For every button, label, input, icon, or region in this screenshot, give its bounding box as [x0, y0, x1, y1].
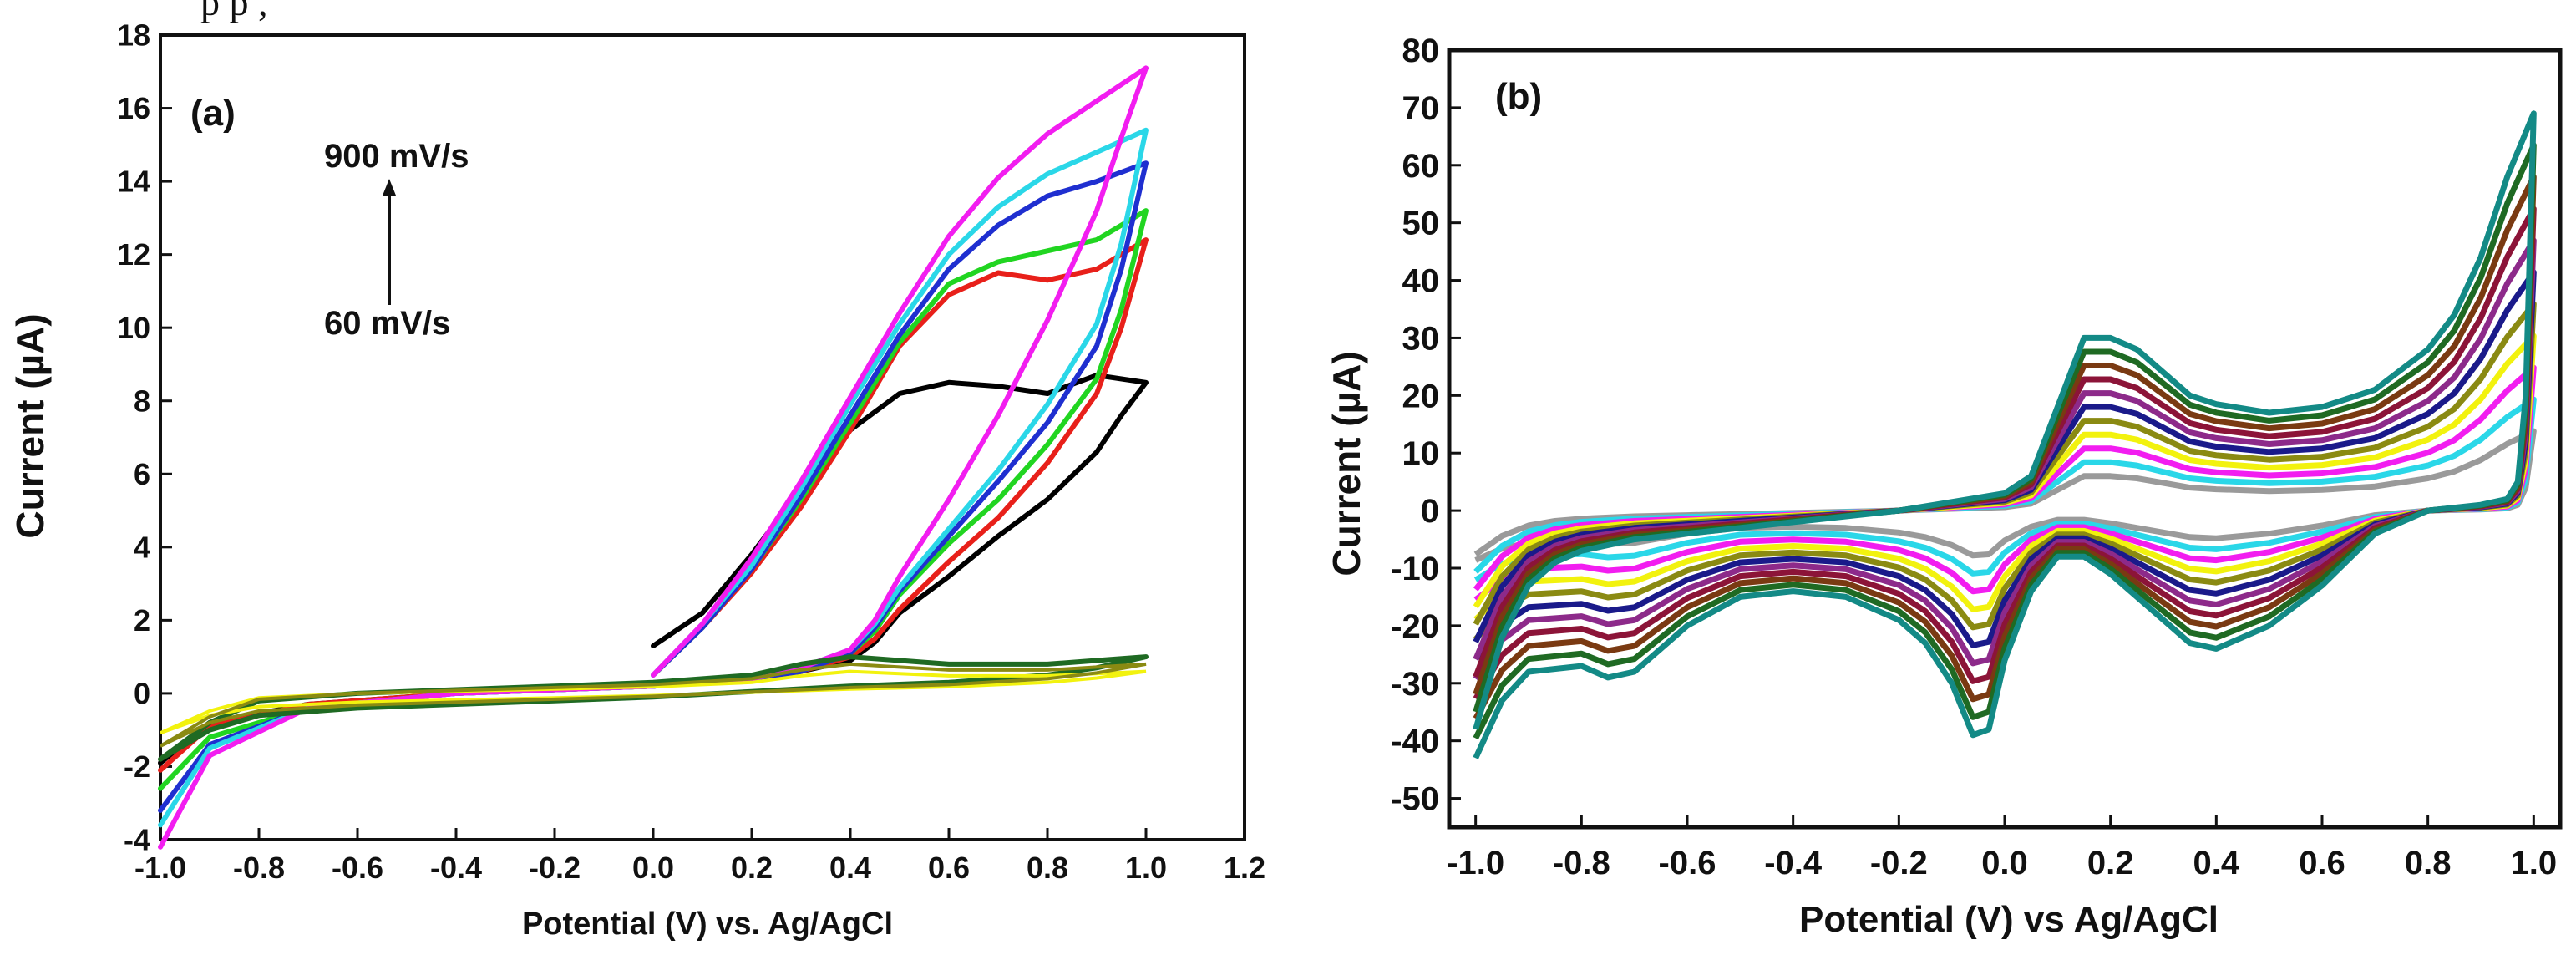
x-tick-label: 0.8 [1027, 851, 1068, 885]
x-tick-label: -0.2 [529, 851, 581, 885]
series-green [158, 208, 1149, 791]
panel-b-label: (b) [1495, 76, 1542, 117]
y-tick-label: 18 [117, 18, 150, 53]
plot-frame [159, 33, 1246, 841]
cv-curve-green [158, 208, 1149, 791]
x-tick-label: 1.0 [2511, 845, 2558, 881]
cv-curve-red [158, 237, 1149, 773]
cv-curve-s8 [1473, 206, 2537, 701]
x-tick-label: 0.0 [632, 851, 674, 885]
cv-baseline-extra-1 [159, 662, 1147, 748]
panel-b-ylabel: Current (µA) [1325, 351, 1368, 576]
series-magenta [158, 65, 1149, 850]
x-tick-label: 0.6 [928, 851, 970, 885]
panel-a-chart: (a) 900 mV/s 60 mV/s Potential (V) vs. A… [8, 18, 1265, 942]
panel-a-ylabel: Current (µA) [8, 313, 52, 538]
y-tick-label: -50 [1391, 781, 1439, 818]
y-tick-label: -40 [1391, 724, 1439, 760]
x-tick-label: 1.2 [1224, 851, 1265, 885]
y-tick-label: 14 [117, 165, 150, 199]
y-tick-label: 0 [1421, 493, 1439, 530]
y-tick-label: 4 [134, 530, 150, 564]
x-tick-label: -0.4 [430, 851, 482, 885]
y-tick-label: 6 [134, 457, 150, 491]
y-tick-label: 70 [1402, 90, 1440, 127]
panel-a-xlabel: Potential (V) vs. Ag/AgCl [522, 907, 893, 942]
y-tick-label: 10 [1402, 435, 1440, 472]
x-tick-label: -1.0 [134, 851, 186, 885]
y-tick-label: 12 [117, 237, 150, 272]
x-tick-label: 0.4 [829, 851, 871, 885]
x-tick-label: -1.0 [1447, 845, 1504, 881]
y-tick-label: -4 [124, 823, 150, 857]
x-tick-label: 0.4 [2193, 845, 2240, 881]
caption-fragment: p p , [200, 0, 268, 23]
y-tick-label: 40 [1402, 263, 1440, 300]
cv-curve-s11 [1473, 110, 2537, 759]
x-tick-label: -0.6 [1659, 845, 1716, 881]
x-tick-label: 0.2 [731, 851, 773, 885]
x-tick-label: 0.2 [2087, 845, 2134, 881]
y-tick-label: 30 [1402, 320, 1440, 357]
y-tick-label: -2 [124, 749, 150, 784]
panel-b-chart: (b) Potential (V) vs Ag/AgCl Current (µA… [1325, 33, 2563, 940]
x-tick-label: -0.2 [1870, 845, 1928, 881]
y-tick-label: 16 [117, 91, 150, 125]
x-tick-label: -0.4 [1764, 845, 1823, 881]
y-tick-label: 8 [134, 384, 150, 418]
panel-a-label: (a) [190, 93, 236, 134]
y-tick-label: 80 [1402, 33, 1440, 69]
x-tick-label: -0.8 [233, 851, 285, 885]
y-tick-label: 2 [134, 603, 150, 638]
x-tick-label: 0.8 [2405, 845, 2452, 881]
x-tick-label: 0.0 [1981, 845, 2028, 881]
series-red [158, 237, 1149, 773]
cv-curve-magenta [158, 65, 1149, 850]
y-tick-label: -30 [1391, 666, 1439, 703]
panel-b-xlabel: Potential (V) vs Ag/AgCl [1799, 899, 2219, 940]
x-tick-label: 1.0 [1125, 851, 1167, 885]
y-tick-label: 0 [134, 677, 150, 711]
x-tick-label: -0.8 [1553, 845, 1610, 881]
scan-rate-low-annotation: 60 mV/s [324, 305, 450, 342]
cv-curve-s5 [1473, 301, 2537, 642]
scan-rate-arrow-head [383, 179, 396, 196]
x-tick-label: -0.6 [332, 851, 383, 885]
y-tick-label: 10 [117, 311, 150, 345]
x-tick-label: 0.6 [2299, 845, 2345, 881]
y-tick-label: 60 [1402, 148, 1440, 185]
scan-rate-high-annotation: 900 mV/s [324, 138, 469, 175]
y-tick-label: -10 [1391, 551, 1439, 587]
y-tick-label: -20 [1391, 608, 1439, 645]
y-tick-label: 20 [1402, 378, 1440, 414]
cv-curve-s10 [1473, 142, 2537, 740]
y-tick-label: 50 [1402, 206, 1440, 242]
